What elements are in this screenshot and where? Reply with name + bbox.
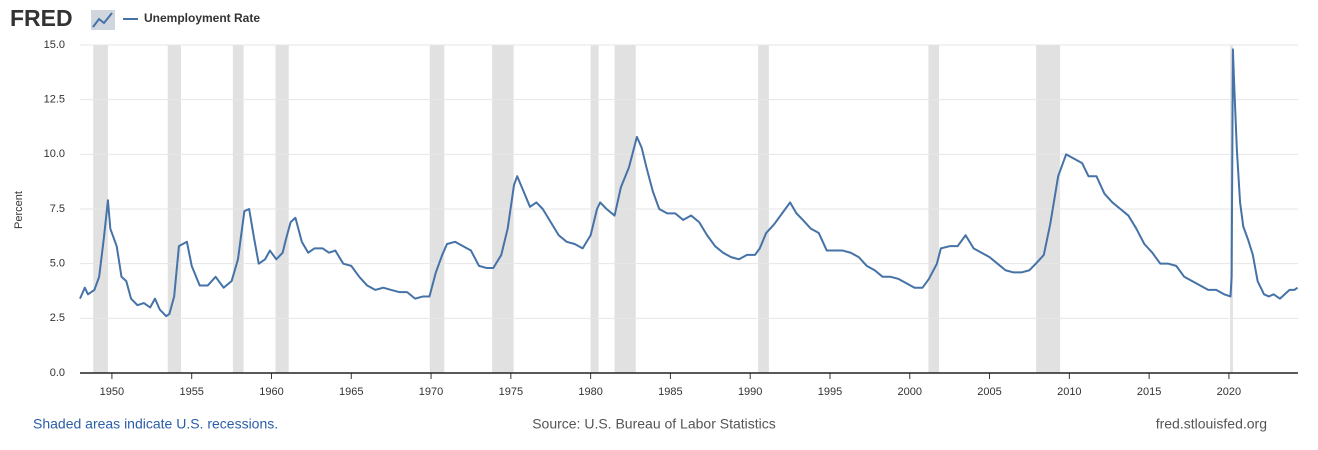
x-tick-label: 1965 [339,386,363,398]
x-tick-label: 2015 [1137,386,1161,398]
y-tick-label: 10.0 [44,148,65,160]
data-line [79,48,1299,318]
x-tick-label: 2010 [1057,386,1081,398]
x-tick-label: 2000 [898,386,922,398]
x-tick-label: 1970 [419,386,443,398]
footer-source: Source: U.S. Bureau of Labor Statistics [532,416,776,432]
x-tick-label: 1955 [179,386,203,398]
logo-icon [91,10,115,30]
x-tick-label: 2020 [1217,386,1241,398]
x-tick-label: 1975 [499,386,523,398]
legend-label: Unemployment Rate [144,11,260,25]
x-tick-label: 1995 [818,386,842,398]
footer-note: Shaded areas indicate U.S. recessions. [33,416,278,432]
logo: FRED [10,5,73,31]
y-tick-label: 0.0 [50,367,65,379]
y-tick-label: 2.5 [50,312,65,324]
y-tick-label: 15.0 [44,39,65,51]
y-axis-label: Percent [13,191,25,229]
x-tick-label: 1950 [100,386,124,398]
y-tick-label: 5.0 [50,258,65,270]
x-tick-label: 1985 [658,386,682,398]
x-tick-label: 1980 [578,386,602,398]
y-tick-label: 7.5 [50,203,65,215]
x-tick-label: 1990 [738,386,762,398]
footer-url: fred.stlouisfed.org [1156,416,1267,432]
y-tick-label: 12.5 [44,94,65,106]
x-tick-label: 2005 [977,386,1001,398]
x-tick-label: 1960 [259,386,283,398]
